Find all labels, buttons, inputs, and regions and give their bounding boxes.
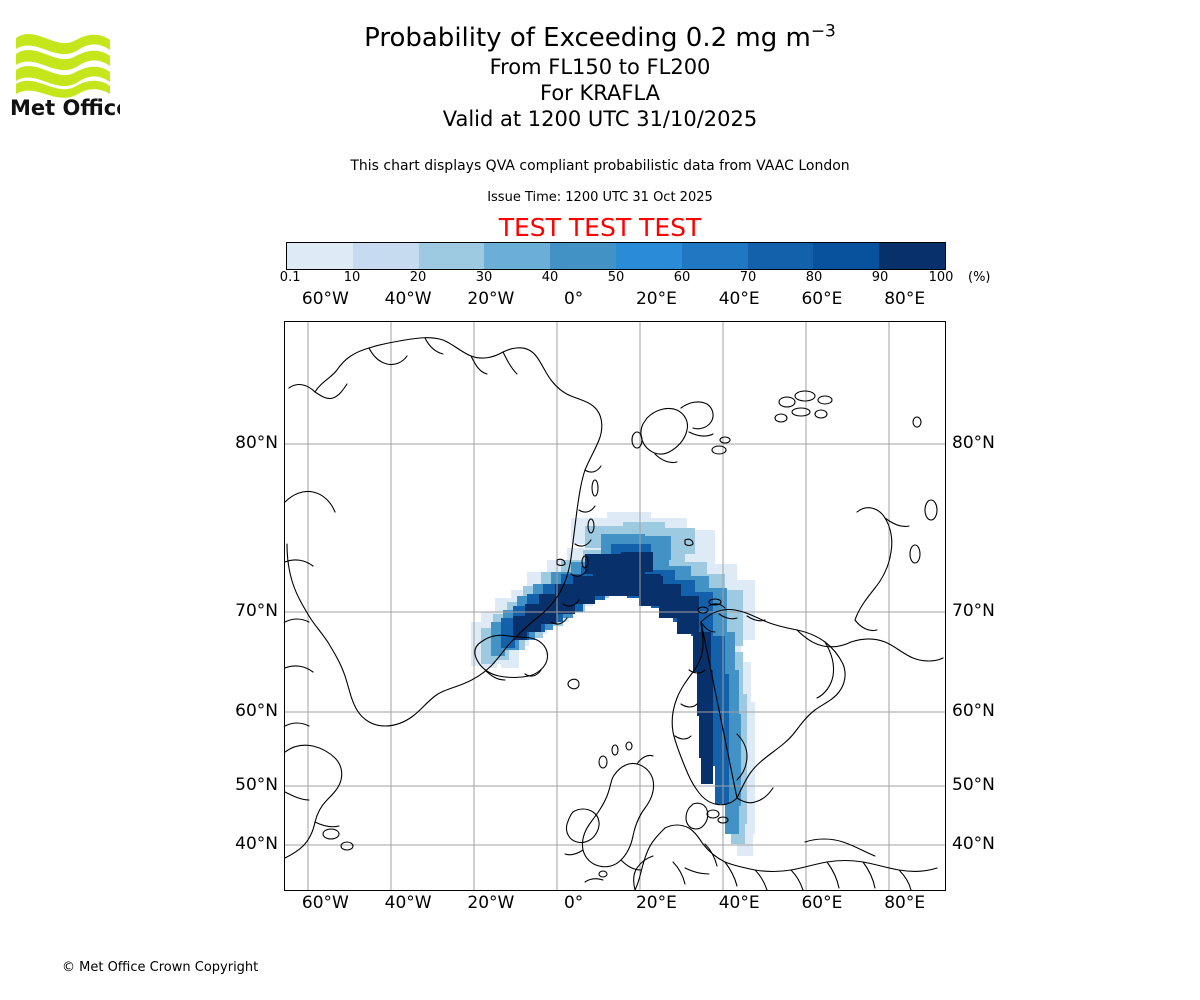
colorbar-bands [286, 242, 946, 270]
probability-colorbar [286, 242, 946, 270]
colorbar-tick-10: 10 [343, 270, 361, 285]
ash-probability-map[interactable] [284, 321, 946, 891]
colorbar-tick-100: 100 [928, 270, 954, 285]
colorbar-tick-labels: 0.1 10 20 30 40 50 60 70 80 90 100 [280, 270, 954, 286]
lat-label-50: 50°N [952, 775, 995, 795]
colorbar-band-10-20 [352, 243, 419, 269]
ash-plume-field [471, 512, 755, 856]
title-exponent: −3 [810, 21, 836, 42]
colorbar-tick-70: 70 [739, 270, 757, 285]
lon-label-20: 20°E [635, 289, 677, 309]
issue-time-label: Issue Time: 1200 UTC 31 Oct 2025 [487, 190, 713, 205]
latitude-axis-right: 80°N 70°N 60°N 50°N 40°N [952, 321, 1072, 891]
colorbar-band-60-70 [681, 243, 748, 269]
test-banner: TEST TEST TEST [498, 213, 702, 242]
chart-title-block: Probability of Exceeding 0.2 mg m−3 From… [0, 22, 1200, 132]
lat-label-40: 40°N [235, 834, 278, 854]
lon-label--40: 40°W [384, 893, 432, 913]
colorbar-band-80-90 [813, 243, 880, 269]
lat-label-70: 70°N [235, 601, 278, 621]
met-office-logo: Met Office [10, 18, 120, 118]
colorbar-band-90-100 [879, 243, 945, 269]
met-office-logo-graphic: Met Office [10, 33, 120, 118]
colorbar-tick-0.1: 0.1 [279, 270, 301, 285]
qva-disclaimer: This chart displays QVA compliant probab… [350, 158, 850, 174]
lat-label-50: 50°N [235, 775, 278, 795]
lon-label--60: 60°W [301, 289, 349, 309]
lon-label-80: 80°E [884, 893, 926, 913]
lon-label-60: 60°E [801, 289, 843, 309]
page-title: Probability of Exceeding 0.2 mg m−3 [0, 22, 1200, 54]
lon-label-0: 0° [563, 289, 584, 309]
colorbar-tick-20: 20 [409, 270, 427, 285]
longitude-axis-top: 60°W 40°W 20°W 0° 20°E 40°E 60°E 80°E [284, 289, 946, 311]
colorbar-unit-label: (%) [968, 270, 991, 285]
volcano-name-line: For KRAFLA [540, 81, 660, 105]
logo-wordmark: Met Office [10, 96, 120, 118]
lon-label--60: 60°W [301, 893, 349, 913]
flight-level-line: From FL150 to FL200 [489, 55, 711, 79]
colorbar-tick-60: 60 [673, 270, 691, 285]
lon-label-40: 40°E [718, 893, 760, 913]
coastlines [285, 337, 944, 890]
logo-waves [16, 33, 110, 98]
lon-label--20: 20°W [467, 893, 515, 913]
colorbar-tick-30: 30 [475, 270, 493, 285]
lon-label--40: 40°W [384, 289, 432, 309]
title-main-text: Probability of Exceeding 0.2 mg m [364, 23, 811, 53]
valid-time-line: Valid at 1200 UTC 31/10/2025 [442, 107, 758, 131]
lon-label--20: 20°W [467, 289, 515, 309]
lon-label-20: 20°E [635, 893, 677, 913]
latitude-axis-left: 80°N 70°N 60°N 50°N 40°N [150, 321, 278, 891]
colorbar-band-50-60 [615, 243, 682, 269]
lon-label-0: 0° [563, 893, 584, 913]
lat-label-60: 60°N [952, 701, 995, 721]
lon-label-80: 80°E [884, 289, 926, 309]
colorbar-tick-90: 90 [871, 270, 889, 285]
lat-label-40: 40°N [952, 834, 995, 854]
map-gridlines [285, 322, 945, 890]
colorbar-tick-40: 40 [541, 270, 559, 285]
colorbar-tick-50: 50 [607, 270, 625, 285]
lat-label-80: 80°N [235, 433, 278, 453]
colorbar-tick-80: 80 [805, 270, 823, 285]
colorbar-band-70-80 [747, 243, 814, 269]
colorbar-band-30-40 [484, 243, 551, 269]
lat-label-70: 70°N [952, 601, 995, 621]
lon-label-40: 40°E [718, 289, 760, 309]
longitude-axis-bottom: 60°W 40°W 20°W 0° 20°E 40°E 60°E 80°E [284, 893, 946, 915]
copyright-notice: © Met Office Crown Copyright [62, 960, 259, 975]
lat-label-60: 60°N [235, 701, 278, 721]
colorbar-band-20-30 [418, 243, 485, 269]
lon-label-60: 60°E [801, 893, 843, 913]
map-canvas [285, 322, 945, 890]
lat-label-80: 80°N [952, 433, 995, 453]
colorbar-band-40-50 [550, 243, 616, 269]
colorbar-band-0.1-10 [287, 243, 353, 269]
